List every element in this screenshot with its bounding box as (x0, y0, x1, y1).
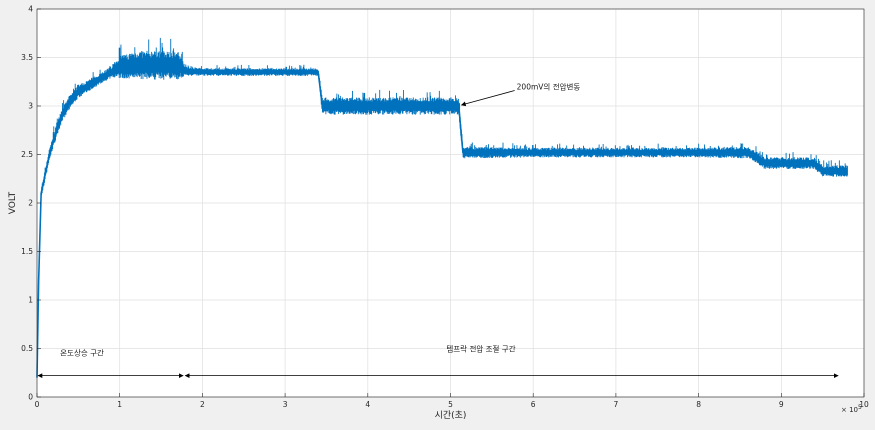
y-tick-label: 4 (28, 5, 33, 14)
x-tick-label: 4 (365, 400, 370, 409)
x-tick-label: 7 (614, 400, 619, 409)
x-axis-label: 시간(초) (435, 410, 467, 421)
x-tick-label: 9 (779, 400, 784, 409)
y-tick-label: 1.5 (21, 247, 33, 256)
x-axis-exponent-base: × 10 (841, 406, 858, 414)
y-axis-label: VOLT (8, 191, 18, 214)
y-tick-label: 0 (28, 393, 33, 402)
x-axis-exponent-power: 5 (858, 404, 862, 411)
x-tick-label: 8 (696, 400, 701, 409)
y-tick-label: 0.5 (21, 344, 33, 353)
tick-group: 0 1 2 3 4 5 6 7 8 9 10 0 0.5 1 1.5 2 2.5 3 3.5 4 (21, 5, 869, 410)
annotation-label: 200mV의 전압변동 (517, 82, 581, 92)
series-line (36, 64, 848, 378)
annotation-arrow (460, 90, 515, 107)
x-tick-label: 0 (35, 400, 40, 409)
x-tick-label: 6 (531, 400, 536, 409)
series-group (36, 37, 848, 378)
x-tick-label: 5 (448, 400, 453, 409)
annotation-label: 템프락 전압 조절 구간 (446, 343, 515, 353)
x-axis-exponent: × 105 (841, 404, 862, 414)
y-tick-label: 3.5 (21, 53, 33, 62)
y-tick-label: 2.5 (21, 150, 33, 159)
x-tick-label: 2 (200, 400, 205, 409)
annotation-label: 온도상승 구간 (60, 347, 104, 357)
y-tick-label: 3 (28, 102, 33, 111)
x-tick-label: 3 (283, 400, 288, 409)
x-tick-label: 10 (859, 400, 869, 409)
y-tick-label: 1 (28, 296, 33, 305)
y-tick-label: 2 (28, 199, 33, 208)
x-tick-label: 1 (117, 400, 122, 409)
